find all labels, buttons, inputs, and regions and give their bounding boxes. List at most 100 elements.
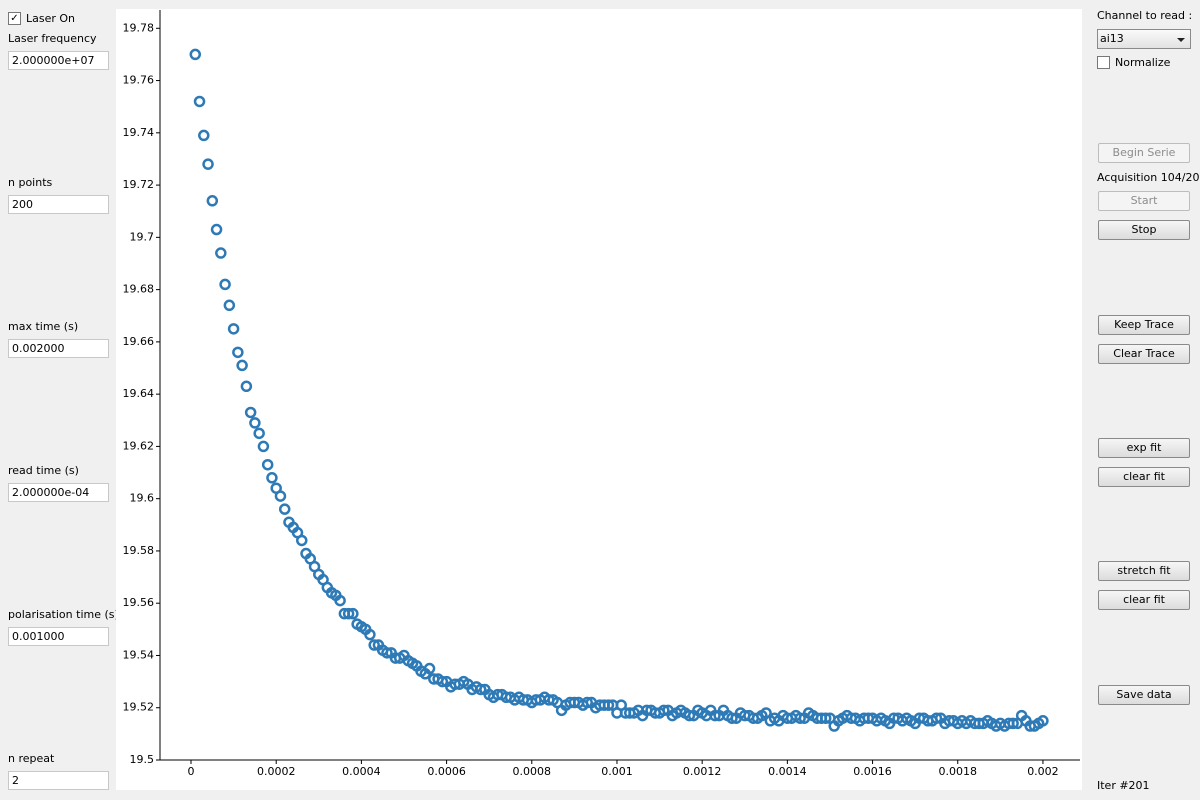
y-tick-label: 19.68 [123,283,155,296]
data-point [1037,715,1049,727]
text-input[interactable]: 2.000000e+07 [8,51,109,70]
data-point [215,247,227,259]
x-tick-label: 0.002 [1027,765,1059,778]
y-tick-label: 19.66 [123,335,155,348]
x-tick-label: 0.0012 [683,765,722,778]
y-tick-label: 19.78 [123,21,155,34]
x-tick-label: 0.0004 [342,765,381,778]
data-point [244,406,257,419]
data-point [819,712,832,724]
plot: 19.5 19.52 19.54 19.56 19.58 19.6 19.62 19.64 19… [116,9,1082,790]
status-label: Acquisition 104/200 [1097,171,1200,184]
normalize-checkbox[interactable] [1097,56,1110,69]
button: Begin Serie [1098,143,1190,163]
button[interactable]: clear fit [1098,590,1190,610]
channel-label: Channel to read : [1097,9,1193,22]
data-point [278,503,291,515]
data-point [253,427,265,440]
y-tick-label: 19.64 [123,387,155,400]
text-input[interactable]: 200 [8,195,109,214]
data-point [794,712,806,724]
data-point [602,699,615,711]
text-input[interactable]: 0.001000 [8,627,109,646]
x-tick-label: 0.0006 [427,765,466,778]
iteration-label: Iter #201 [1097,779,1150,792]
data-point [368,639,380,651]
field-label: n points [8,176,53,189]
data-point [709,709,721,722]
x-tick-label: 0.0002 [257,765,296,778]
data-point [261,458,274,471]
data-point [334,594,346,607]
y-tick-label: 19.74 [123,126,155,139]
button[interactable]: Save data [1098,685,1190,705]
data-point [581,696,593,709]
y-tick-label: 19.5 [130,753,155,766]
x-tick-label: 0.001 [601,765,633,778]
button[interactable]: Clear Trace [1098,344,1190,364]
data-point [474,683,487,696]
x-tick-label: 0.0014 [768,765,807,778]
plot-background [116,9,1082,790]
data-point [236,359,248,372]
laser-on-checkbox[interactable] [8,12,21,25]
data-point [219,278,231,291]
field-label: polarisation time (s) [8,608,119,621]
data-point [436,675,449,688]
y-tick-label: 19.52 [123,701,155,714]
field-label: n repeat [8,752,55,765]
data-point [423,662,436,675]
data-point [223,299,236,312]
button[interactable]: stretch fit [1098,561,1190,581]
data-point [257,440,270,453]
text-input[interactable]: 2 [8,771,109,790]
data-point [232,346,244,359]
data-point [227,323,240,335]
data-point [210,223,223,236]
x-tick-label: 0 [188,765,195,778]
data-point [206,195,219,207]
y-tick-label: 19.76 [123,74,155,87]
data-point [658,704,670,717]
button[interactable]: Stop [1098,220,1190,240]
data-point [726,712,738,724]
data-point [193,95,206,108]
y-tick-label: 19.72 [123,178,155,191]
button[interactable]: clear fit [1098,467,1190,487]
laser-on-label: Laser On [26,12,76,25]
x-tick-label: 0.0008 [513,765,552,778]
data-point [249,417,261,429]
data-point [274,490,287,502]
x-tick-label: 0.0018 [938,765,977,778]
data-point [202,158,214,170]
y-tick-label: 19.56 [123,596,155,609]
data-point [296,534,308,547]
channel-dropdown[interactable]: ai13 [1097,29,1191,49]
button[interactable]: exp fit [1098,438,1190,458]
text-input[interactable]: 0.002000 [8,339,109,358]
data-point [240,380,253,393]
field-label: max time (s) [8,320,79,333]
text-input[interactable]: 2.000000e-04 [8,483,109,502]
data-point [347,607,359,620]
data-point [381,647,393,659]
field-label: read time (s) [8,464,79,477]
data-point [1007,717,1019,730]
field-label: Laser frequency [8,32,97,45]
y-tick-label: 19.7 [130,230,155,243]
data-point [198,129,210,142]
y-tick-label: 19.6 [130,492,155,505]
button: Start [1098,191,1190,211]
data-point [266,472,278,484]
data-point [342,607,355,620]
y-tick-label: 19.62 [123,439,155,452]
data-point [930,712,943,724]
data-point [189,48,202,61]
normalize-label: Normalize [1115,56,1171,69]
button[interactable]: Keep Trace [1098,315,1190,335]
data-point [683,709,696,722]
x-tick-label: 0.0016 [853,765,892,778]
y-tick-label: 19.54 [123,648,155,661]
y-tick-label: 19.58 [123,544,155,557]
